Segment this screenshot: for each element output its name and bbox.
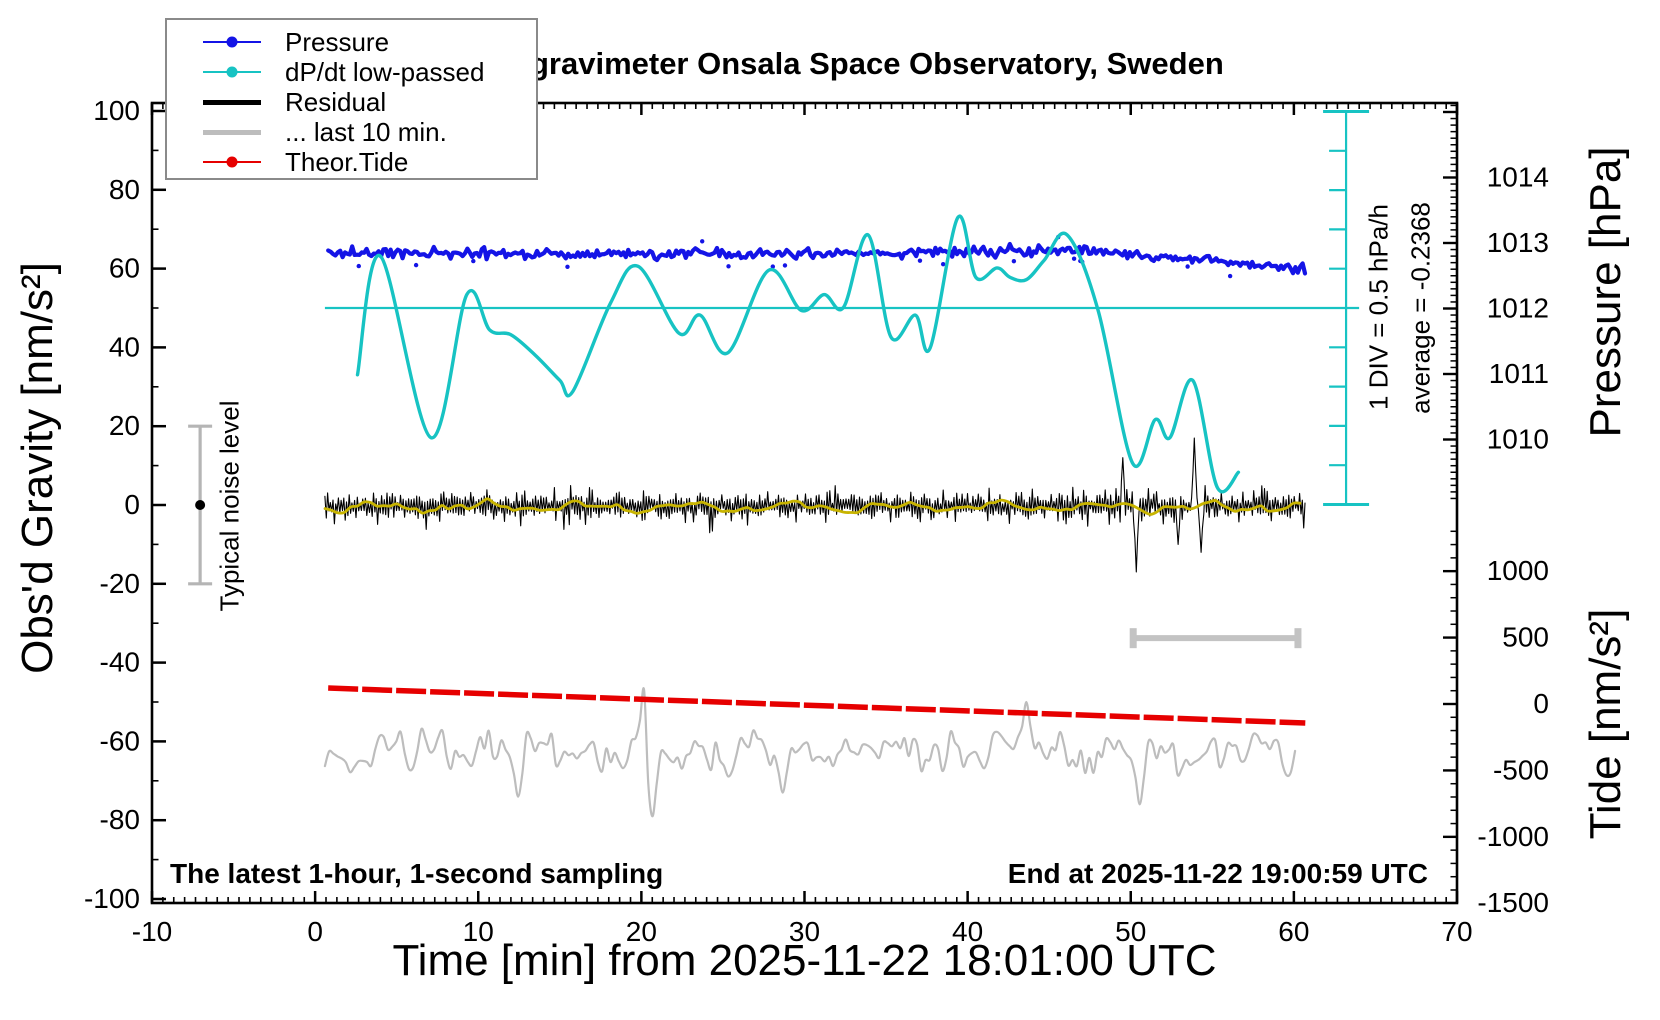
residual-trace xyxy=(324,437,1306,573)
x-axis-label: Time [min] from 2025-11-22 18:01:00 UTC xyxy=(392,936,1217,985)
legend-swatch xyxy=(203,36,261,48)
dpdt-scale-ruler xyxy=(1323,110,1370,506)
pressure-axis-label: Pressure [hPa] xyxy=(1581,146,1630,438)
tide-tick-label: 1000 xyxy=(1487,555,1549,586)
gravity-tick-label: -60 xyxy=(100,725,140,756)
gravity-tick-label: 100 xyxy=(93,95,140,126)
gravity-tick-label: 60 xyxy=(109,253,140,284)
pressure-axis-ticks xyxy=(1443,104,1457,500)
div-scale-note: 1 DIV = 0.5 hPa/h xyxy=(1363,204,1394,410)
pressure-tick-label: 1012 xyxy=(1487,293,1549,324)
tide-tick-label: -1000 xyxy=(1477,821,1549,852)
x-tick-label: 30 xyxy=(789,916,820,947)
sampling-note: The latest 1-hour, 1-second sampling xyxy=(170,858,664,889)
tick-labels: -10 0 10 20 30 40 50 60 70100806040200-20-40-60-… xyxy=(84,95,1549,947)
gravity-tick-label: 80 xyxy=(109,174,140,205)
tide-axis-ticks xyxy=(1443,530,1457,891)
x-tick-label: 20 xyxy=(626,916,657,947)
tide-axis-label: Tide [nm/s²] xyxy=(1581,608,1630,840)
average-note: average = -0.2368 xyxy=(1405,202,1436,414)
end-time-note: End at 2025-11-22 19:00:59 UTC xyxy=(1007,858,1428,889)
legend-item-label: Theor.Tide xyxy=(285,146,409,177)
gravity-tick-label: -100 xyxy=(84,883,140,914)
tide-tick-label: 500 xyxy=(1502,622,1549,653)
legend-item-label: Pressure xyxy=(285,26,390,57)
x-tick-label: 40 xyxy=(952,916,983,947)
gravity-tick-label: 40 xyxy=(109,331,140,362)
x-tick-label: 60 xyxy=(1278,916,1309,947)
pressure-tick-label: 1011 xyxy=(1489,358,1549,389)
legend-item-label: dP/dt low-passed xyxy=(285,56,485,87)
last10min-trace xyxy=(323,687,1297,818)
pressure-tick-label: 1010 xyxy=(1487,424,1549,455)
dpdt-trace xyxy=(355,214,1241,494)
legend-item-label: ... last 10 min. xyxy=(285,116,447,147)
typical-noise-level-label: Typical noise level xyxy=(214,400,245,612)
legend-dot-icon xyxy=(226,36,238,48)
x-tick-label: 50 xyxy=(1115,916,1146,947)
legend-item-theor-tide: Theor.Tide xyxy=(167,147,536,177)
legend-item-last-10-min: ... last 10 min. xyxy=(167,117,536,147)
legend-swatch xyxy=(203,129,261,135)
legend-dot-icon xyxy=(226,66,238,78)
gravity-tick-label: -40 xyxy=(100,647,140,678)
gravity-axis-ticks xyxy=(152,109,166,901)
theoretical-tide-trace xyxy=(328,685,1306,726)
x-tick-label: 10 xyxy=(463,916,494,947)
legend-item-residual: Residual xyxy=(167,87,536,117)
legend-dot-icon xyxy=(226,156,238,168)
x-tick-label: -10 xyxy=(132,916,172,947)
typical-noise-level-bar xyxy=(188,424,213,586)
legend-box: Pressure dP/dt low-passed Residual... last… xyxy=(165,18,538,180)
gravity-tick-label: -80 xyxy=(100,804,140,835)
tide-tick-label: 0 xyxy=(1533,688,1549,719)
last10min-window-bar xyxy=(1129,628,1302,649)
x-tick-label: 70 xyxy=(1441,916,1472,947)
residual-smoothed-trace xyxy=(323,497,1302,516)
gravity-tick-label: 20 xyxy=(109,410,140,441)
legend-swatch xyxy=(203,66,261,78)
tide-tick-label: -500 xyxy=(1493,754,1549,785)
tide-tick-label: -1500 xyxy=(1477,887,1549,918)
legend-item-label: Residual xyxy=(285,86,387,117)
gravity-axis-label: Obs'd Gravity [nm/s²] xyxy=(13,262,62,674)
legend-item-dp-dt-low-passed: dP/dt low-passed xyxy=(167,57,536,87)
pressure-tick-label: 1014 xyxy=(1487,162,1549,193)
legend-item-pressure: Pressure xyxy=(167,27,536,57)
gravity-tick-label: -20 xyxy=(100,568,140,599)
x-tick-label: 0 xyxy=(307,916,323,947)
legend-swatch xyxy=(203,156,261,168)
gravity-tick-label: 0 xyxy=(124,489,140,520)
pressure-trace xyxy=(326,234,1308,279)
legend-swatch xyxy=(203,99,261,105)
pressure-tick-label: 1013 xyxy=(1487,227,1549,258)
